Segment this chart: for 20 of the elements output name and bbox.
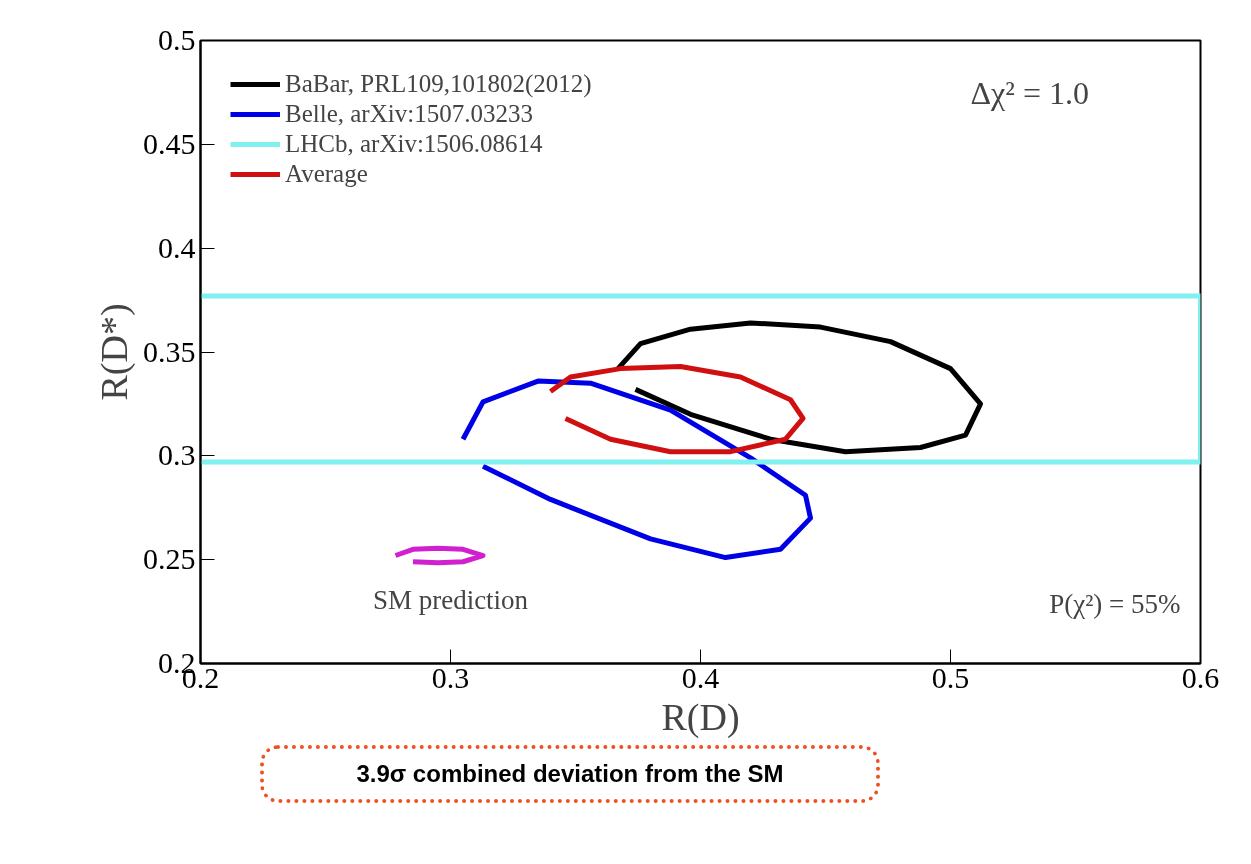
annotation: SM prediction xyxy=(372,585,529,616)
legend-label: LHCb, arXiv:1506.08614 xyxy=(285,130,543,158)
y-tick-label: 0.5 xyxy=(158,23,196,56)
y-tick-label: 0.4 xyxy=(158,230,196,264)
legend-label: Belle, arXiv:1507.03233 xyxy=(285,100,533,128)
text: 3.9σ combined deviation from the SM xyxy=(356,759,784,789)
y-tick-label: 0.25 xyxy=(143,542,196,576)
annotation: P(χ²) = 55% xyxy=(1049,588,1181,619)
x-tick-label: 0.5 xyxy=(931,660,970,694)
y-tick-label: 0.3 xyxy=(158,438,196,472)
annotation: Δχ² = 1.0 xyxy=(970,74,1089,111)
legend-label: BaBar, PRL109,101802(2012) xyxy=(285,70,592,98)
y-tick-label: 0.35 xyxy=(143,334,196,368)
y-axis-title: R(D*) xyxy=(93,303,136,401)
y-tick-label: 0.45 xyxy=(143,126,196,160)
x-tick-label: 0.4 xyxy=(681,660,720,694)
x-axis-title: R(D) xyxy=(661,695,740,739)
legend-label: Average xyxy=(285,160,368,188)
x-tick-label: 0.3 xyxy=(431,660,470,694)
x-tick-label: 0.6 xyxy=(1181,660,1220,694)
